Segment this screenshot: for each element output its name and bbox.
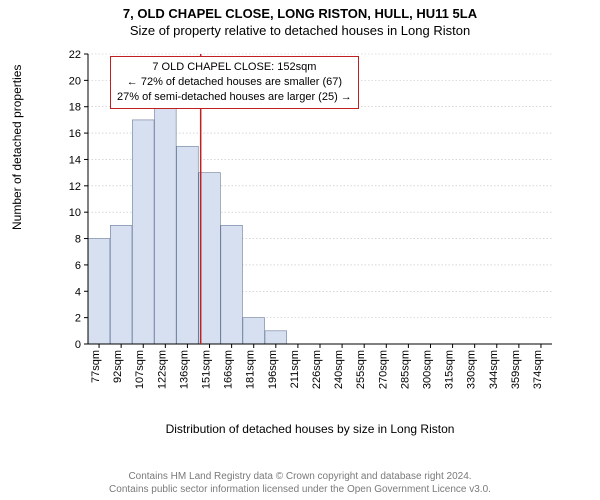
y-axis-label: Number of detached properties <box>10 65 24 230</box>
svg-text:196sqm: 196sqm <box>267 350 279 389</box>
svg-text:0: 0 <box>75 339 81 351</box>
chart-address: 7, OLD CHAPEL CLOSE, LONG RISTON, HULL, … <box>0 6 600 21</box>
svg-text:92sqm: 92sqm <box>112 350 124 383</box>
svg-text:122sqm: 122sqm <box>156 350 168 389</box>
svg-text:22: 22 <box>69 49 81 61</box>
svg-text:270sqm: 270sqm <box>377 350 389 389</box>
callout-box: 7 OLD CHAPEL CLOSE: 152sqm ← 72% of deta… <box>110 56 359 109</box>
callout-line-2: ← 72% of detached houses are smaller (67… <box>117 75 352 90</box>
svg-text:18: 18 <box>69 102 81 114</box>
svg-text:315sqm: 315sqm <box>444 350 456 389</box>
svg-text:16: 16 <box>69 128 81 140</box>
chart-subtitle: Size of property relative to detached ho… <box>0 23 600 38</box>
svg-text:10: 10 <box>69 207 81 219</box>
svg-text:300sqm: 300sqm <box>421 350 433 389</box>
svg-text:77sqm: 77sqm <box>90 350 102 383</box>
svg-text:359sqm: 359sqm <box>510 350 522 389</box>
svg-text:166sqm: 166sqm <box>223 350 235 389</box>
svg-text:14: 14 <box>69 154 81 166</box>
svg-text:2: 2 <box>75 313 81 325</box>
svg-text:151sqm: 151sqm <box>201 350 213 389</box>
svg-text:136sqm: 136sqm <box>178 350 190 389</box>
footer-line-1: Contains HM Land Registry data © Crown c… <box>0 470 600 483</box>
svg-text:344sqm: 344sqm <box>488 350 500 389</box>
svg-text:211sqm: 211sqm <box>289 350 301 388</box>
svg-text:6: 6 <box>75 260 81 272</box>
svg-text:285sqm: 285sqm <box>399 350 411 389</box>
svg-text:4: 4 <box>75 286 81 298</box>
svg-text:107sqm: 107sqm <box>134 350 146 389</box>
footer-line-2: Contains public sector information licen… <box>0 483 600 496</box>
plot-area: 0 2 4 6 8 10 12 14 16 18 20 22 77sqm 92sqm 107sqm 122sq… <box>60 48 560 418</box>
callout-line-1: 7 OLD CHAPEL CLOSE: 152sqm <box>117 60 352 75</box>
svg-text:181sqm: 181sqm <box>245 350 257 389</box>
x-axis-label: Distribution of detached houses by size … <box>60 422 560 436</box>
svg-text:255sqm: 255sqm <box>355 350 367 389</box>
chart-header: 7, OLD CHAPEL CLOSE, LONG RISTON, HULL, … <box>0 0 600 38</box>
svg-text:240sqm: 240sqm <box>333 350 345 389</box>
svg-text:12: 12 <box>69 181 81 193</box>
chart-footer: Contains HM Land Registry data © Crown c… <box>0 470 600 496</box>
svg-text:330sqm: 330sqm <box>466 350 478 389</box>
svg-text:226sqm: 226sqm <box>311 350 323 389</box>
svg-text:8: 8 <box>75 234 81 246</box>
svg-text:20: 20 <box>69 75 81 87</box>
callout-line-3: 27% of semi-detached houses are larger (… <box>117 90 352 105</box>
svg-text:374sqm: 374sqm <box>532 350 544 389</box>
